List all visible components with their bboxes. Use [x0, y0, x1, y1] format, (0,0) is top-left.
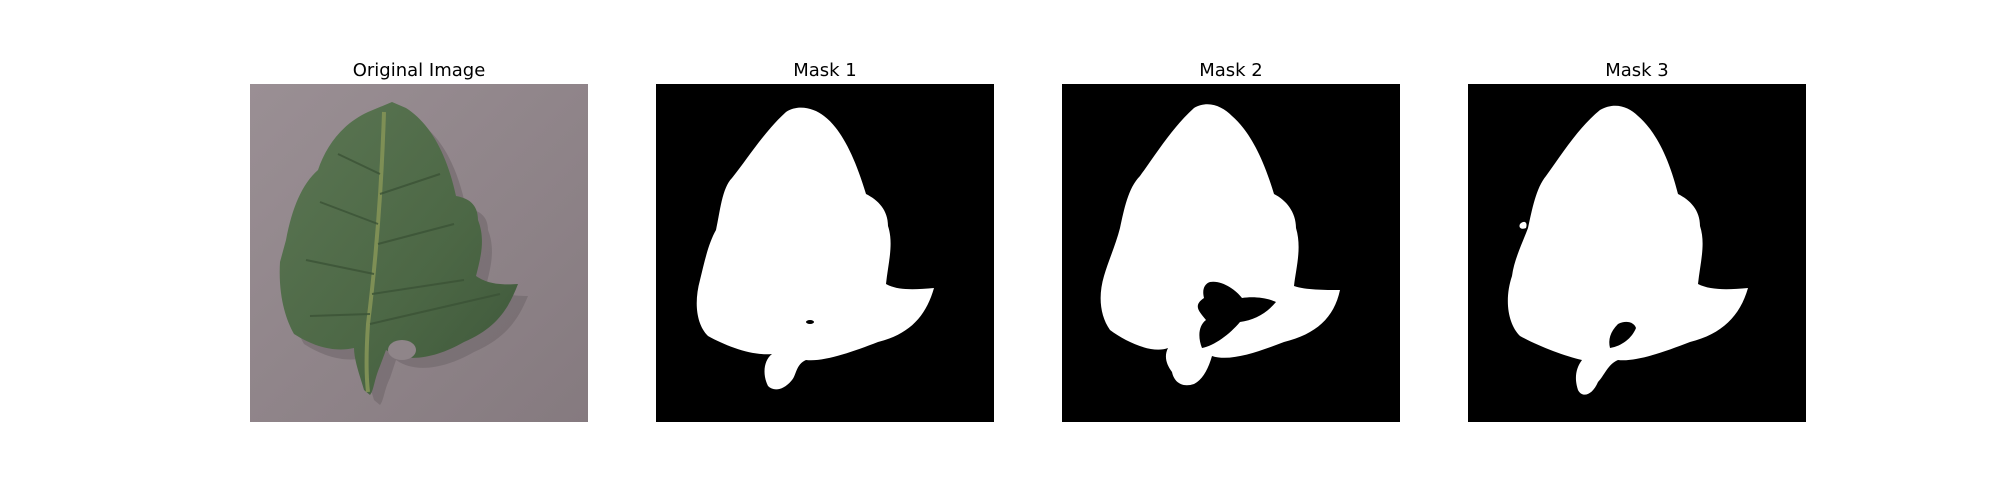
mask-1-image	[656, 84, 994, 422]
mask-3-image	[1468, 84, 1806, 422]
mask-2-image	[1062, 84, 1400, 422]
original-image	[250, 84, 588, 422]
panel-title-original: Original Image	[352, 60, 486, 81]
panel-title-mask-2: Mask 2	[1199, 60, 1263, 81]
panel-title-mask-3: Mask 3	[1605, 60, 1669, 81]
panel-title-mask-1: Mask 1	[793, 60, 857, 81]
leaf	[279, 102, 518, 395]
